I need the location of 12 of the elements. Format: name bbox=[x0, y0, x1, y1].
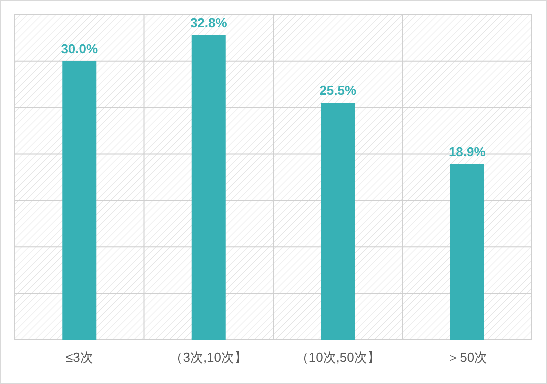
data-label: 32.8% bbox=[190, 15, 228, 30]
x-tick-label: ＞50次 bbox=[447, 350, 488, 365]
bar bbox=[62, 61, 97, 340]
x-tick-label: （3次,10次】 bbox=[170, 350, 248, 365]
bar bbox=[321, 103, 356, 340]
bar bbox=[192, 35, 226, 340]
x-tick-label: （10次,50次】 bbox=[296, 350, 380, 365]
data-label: 18.9% bbox=[448, 144, 486, 160]
data-label: 30.0% bbox=[61, 41, 98, 56]
data-label: 25.5% bbox=[320, 83, 357, 98]
bar bbox=[450, 164, 484, 340]
x-tick-label: ≤3次 bbox=[66, 350, 94, 365]
